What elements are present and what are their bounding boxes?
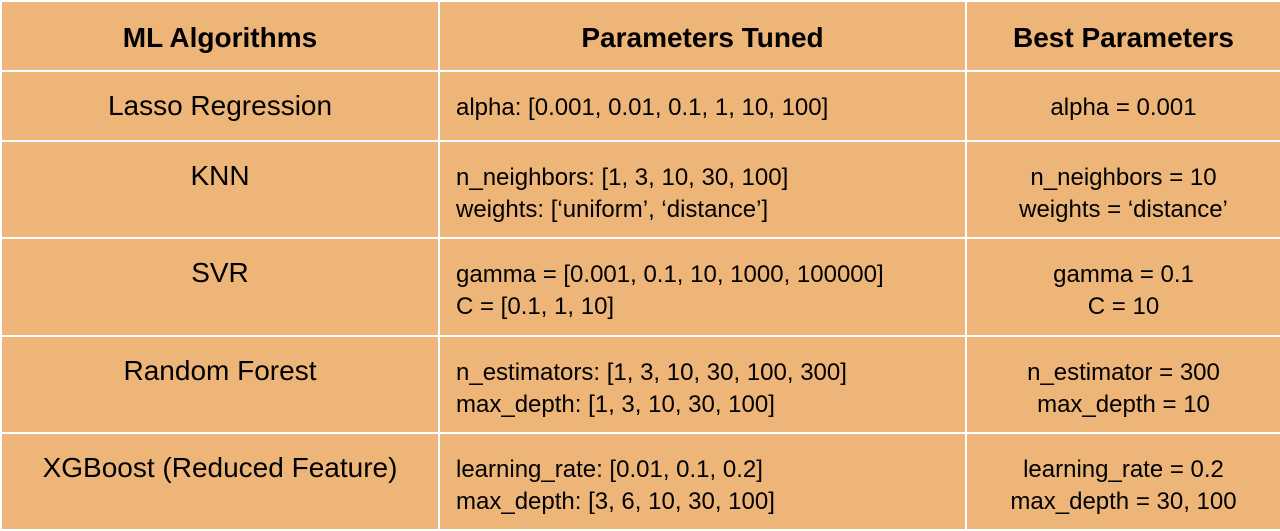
table-row: KNN n_neighbors: [1, 3, 10, 30, 100] wei… (0, 140, 1280, 239)
best-cell: n_neighbors = 10 weights = ‘distance’ (965, 140, 1280, 239)
best-line: gamma = 0.1 (1053, 261, 1194, 288)
best-line: weights = ‘distance’ (1019, 196, 1228, 223)
param-line: gamma = [0.001, 0.1, 10, 1000, 100000] (456, 261, 884, 288)
algorithm-cell: Lasso Regression (0, 70, 440, 142)
header-ml-algorithms: ML Algorithms (0, 0, 440, 72)
param-line: n_estimators: [1, 3, 10, 30, 100, 300] (456, 359, 847, 386)
param-line: n_neighbors: [1, 3, 10, 30, 100] (456, 164, 789, 191)
param-line: alpha: [0.001, 0.01, 0.1, 1, 10, 100] (456, 94, 829, 121)
param-line: weights: [‘uniform’, ‘distance’] (456, 196, 769, 223)
params-cell: gamma = [0.001, 0.1, 10, 1000, 100000] C… (438, 237, 967, 337)
algorithm-cell: KNN (0, 140, 440, 239)
param-line: max_depth: [3, 6, 10, 30, 100] (456, 488, 775, 515)
params-cell: learning_rate: [0.01, 0.1, 0.2] max_dept… (438, 432, 967, 531)
table-row: Random Forest n_estimators: [1, 3, 10, 3… (0, 335, 1280, 434)
best-line: C = 10 (1087, 293, 1160, 320)
param-line: learning_rate: [0.01, 0.1, 0.2] (456, 456, 763, 483)
best-line: max_depth = 10 (1037, 391, 1210, 418)
header-best-parameters: Best Parameters (965, 0, 1280, 72)
header-row: ML Algorithms Parameters Tuned Best Para… (0, 0, 1280, 72)
table-row: XGBoost (Reduced Feature) learning_rate:… (0, 432, 1280, 531)
best-cell: n_estimator = 300 max_depth = 10 (965, 335, 1280, 434)
table-row: SVR gamma = [0.001, 0.1, 10, 1000, 10000… (0, 237, 1280, 337)
algorithm-cell: SVR (0, 237, 440, 337)
best-line: n_neighbors = 10 (1030, 164, 1217, 191)
param-line: C = [0.1, 1, 10] (456, 293, 615, 320)
param-line: max_depth: [1, 3, 10, 30, 100] (456, 391, 775, 418)
best-line: learning_rate = 0.2 (1023, 456, 1224, 483)
header-parameters-tuned: Parameters Tuned (438, 0, 967, 72)
best-line: alpha = 0.001 (1050, 94, 1197, 121)
best-line: n_estimator = 300 (1027, 359, 1220, 386)
algorithm-cell: Random Forest (0, 335, 440, 434)
params-cell: n_neighbors: [1, 3, 10, 30, 100] weights… (438, 140, 967, 239)
best-cell: gamma = 0.1 C = 10 (965, 237, 1280, 337)
best-cell: learning_rate = 0.2 max_depth = 30, 100 (965, 432, 1280, 531)
params-cell: alpha: [0.001, 0.01, 0.1, 1, 10, 100] (438, 70, 967, 142)
best-cell: alpha = 0.001 (965, 70, 1280, 142)
params-cell: n_estimators: [1, 3, 10, 30, 100, 300] m… (438, 335, 967, 434)
table-row: Lasso Regression alpha: [0.001, 0.01, 0.… (0, 70, 1280, 142)
algorithm-cell: XGBoost (Reduced Feature) (0, 432, 440, 531)
best-line: max_depth = 30, 100 (1010, 488, 1237, 515)
